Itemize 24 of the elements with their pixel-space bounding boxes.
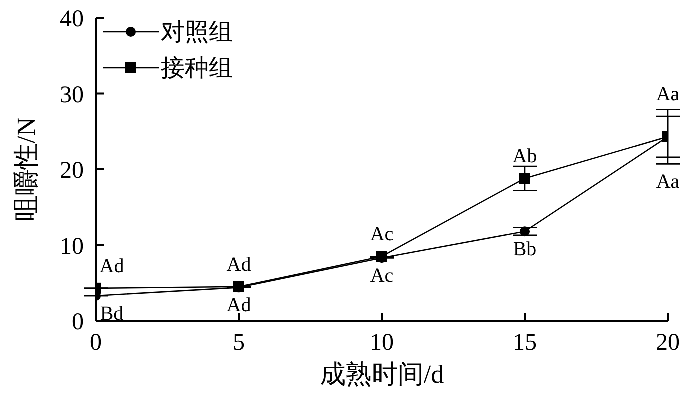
y-tick-label: 10 bbox=[60, 234, 84, 260]
annotation: Ad bbox=[100, 255, 124, 278]
x-axis-title: 成熟时间/d bbox=[320, 360, 444, 389]
x-tick-label: 15 bbox=[513, 330, 537, 356]
annotation: Ac bbox=[370, 224, 394, 246]
annotation: Bd bbox=[100, 303, 124, 326]
y-tick-label: 40 bbox=[60, 6, 84, 33]
y-axis-title: 咀嚼性/N bbox=[12, 117, 42, 222]
x-tick-label: 0 bbox=[90, 330, 102, 356]
legend-label: 对照组 bbox=[161, 19, 233, 48]
y-tick-label: 30 bbox=[60, 82, 84, 108]
annotation: Ab bbox=[512, 146, 538, 168]
x-tick-label: 10 bbox=[370, 330, 394, 356]
annotation: Bb bbox=[513, 238, 537, 261]
annotation: Aa bbox=[656, 83, 680, 106]
legend-label: 接种组 bbox=[161, 55, 233, 84]
y-tick-label: 0 bbox=[72, 310, 84, 336]
annotation: Aa bbox=[656, 171, 680, 194]
x-tick-label: 20 bbox=[656, 330, 680, 356]
x-tick-label: 5 bbox=[233, 330, 245, 356]
annotation: Ad bbox=[226, 254, 252, 276]
y-tick-label: 20 bbox=[60, 158, 84, 184]
annotation: Ad bbox=[226, 294, 252, 317]
annotation: Ac bbox=[370, 265, 394, 288]
